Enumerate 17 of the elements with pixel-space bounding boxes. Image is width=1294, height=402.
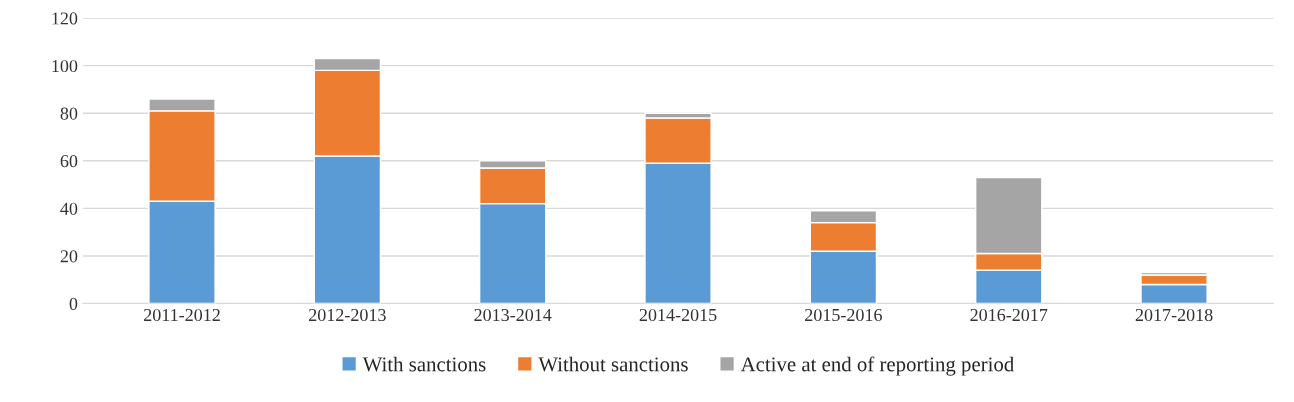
legend-label: Without sanctions (538, 356, 688, 372)
x-tick-label: 2013-2014 (474, 308, 552, 322)
y-tick-label: 100 (52, 59, 78, 73)
x-tick-label: 2012-2013 (309, 308, 386, 322)
legend-label: With sanctions (362, 356, 486, 372)
x-tick-label: 2016-2017 (970, 308, 1048, 322)
x-tick-label: 2011-2012 (144, 308, 220, 322)
x-tick-label: 2017-2018 (1135, 308, 1213, 322)
y-tick-label: 120 (52, 12, 78, 25)
y-tick-label: 80 (60, 107, 78, 120)
y-tick-label: 0 (69, 297, 78, 310)
y-tick-label: 60 (60, 155, 78, 168)
x-tick-label: 2014-2015 (639, 308, 717, 322)
x-tick-label: 2015-2016 (805, 308, 882, 322)
legend-label: Active at end of reporting period (740, 356, 1014, 376)
y-tick-label: 40 (60, 202, 78, 215)
y-tick-label: 20 (60, 250, 78, 263)
